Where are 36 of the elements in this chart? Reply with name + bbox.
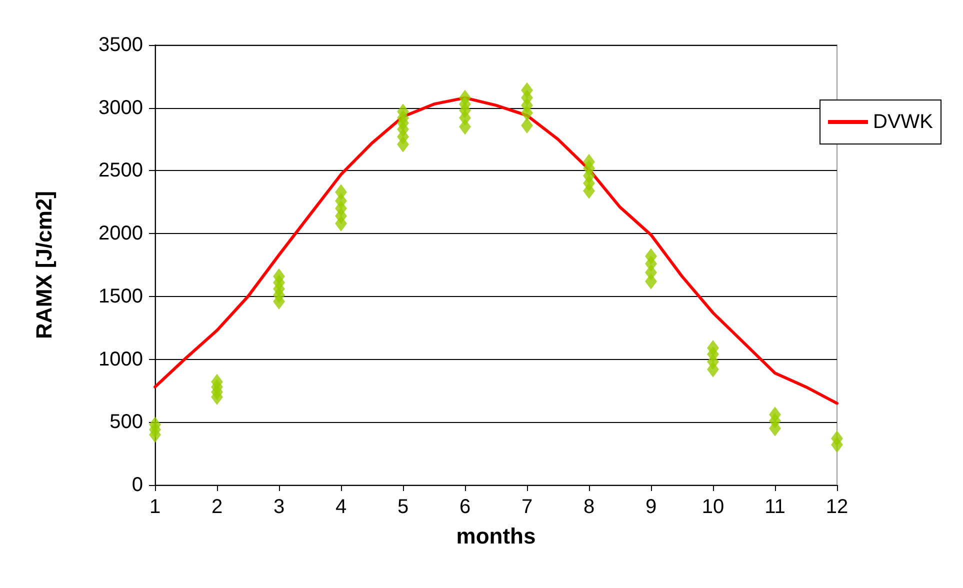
x-tick-label: 5 [397,496,409,518]
x-tick-label: 2 [211,496,223,518]
point [459,90,471,106]
x-axis-title: months [456,524,536,548]
point [397,104,409,120]
point [273,268,285,284]
point [707,340,719,356]
point [769,406,781,423]
x-tick-label: 12 [826,496,848,518]
y-tick-label: 0 [132,474,143,496]
legend-label: DVWK [873,111,934,133]
x-tick-label: 1 [149,496,161,518]
y-axis-title: RAMX [J/cm2] [32,191,56,339]
point [521,82,533,98]
point [645,248,657,264]
y-tick-label: 1000 [98,348,143,370]
y-tick-label: 500 [110,411,143,434]
x-tick-label: 7 [521,496,533,518]
y-tick-label: 2500 [98,160,143,182]
x-tick-label: 8 [583,496,595,518]
y-tick-label: 3500 [98,34,143,56]
y-tick-label: 3000 [98,96,143,119]
point [149,416,161,433]
point [831,430,843,446]
point [583,154,595,170]
point [335,184,347,200]
point [211,374,223,390]
x-tick-label: 4 [335,496,347,518]
x-tick-label: 3 [273,496,285,518]
y-tick-label: 2000 [98,222,143,245]
x-tick-label: 6 [459,496,471,518]
y-tick-label: 1500 [98,285,143,308]
x-tick-label: 10 [702,496,724,518]
point [521,117,533,134]
x-tick-label: 9 [645,496,657,518]
x-tick-label: 11 [764,496,786,518]
